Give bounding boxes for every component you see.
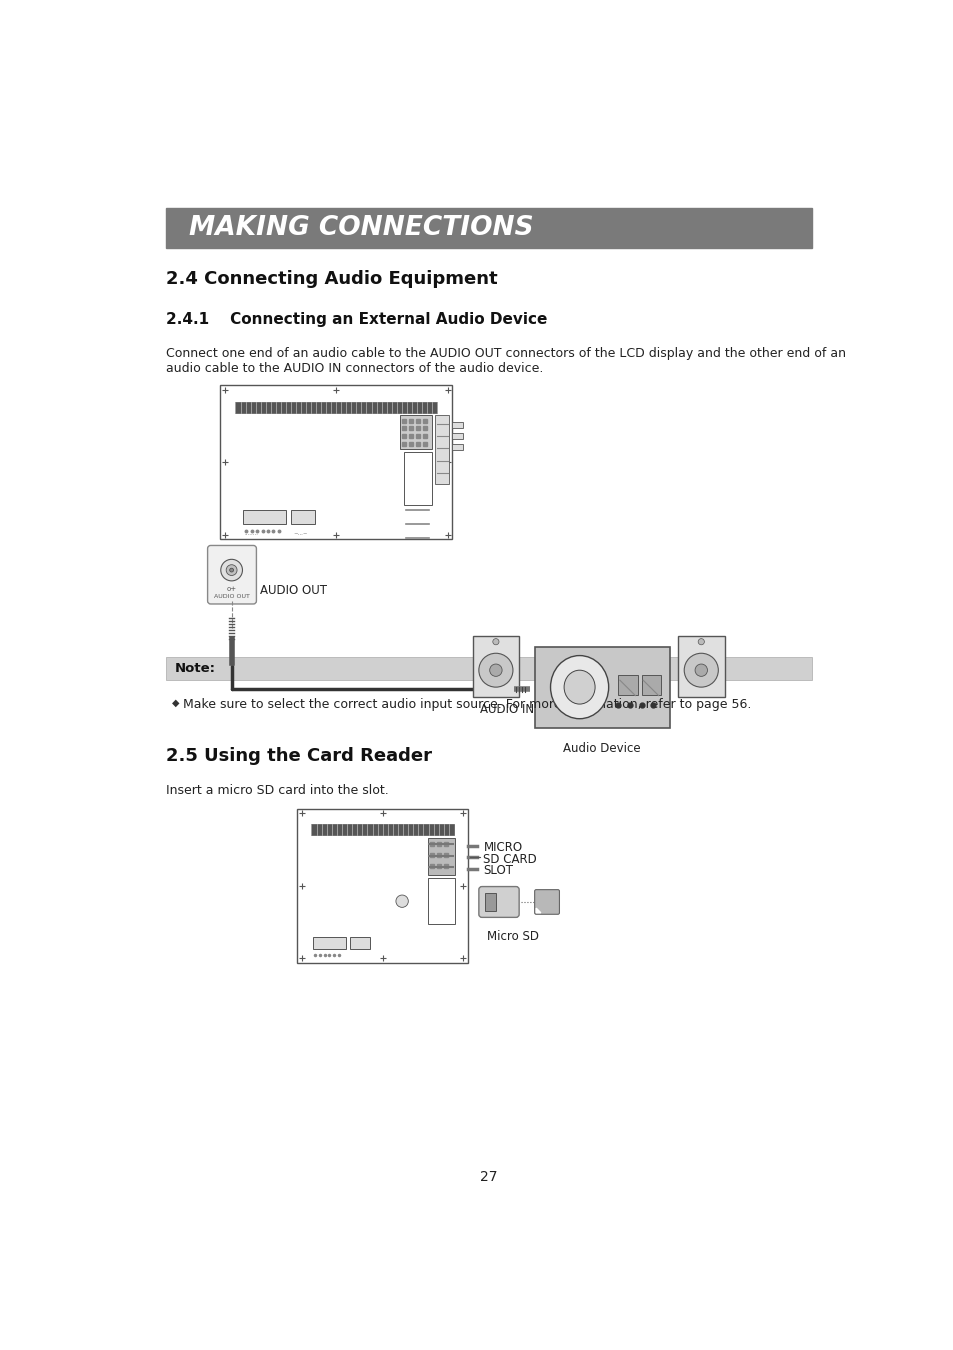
Text: audio cable to the AUDIO IN connectors of the audio device.: audio cable to the AUDIO IN connectors o… — [166, 362, 542, 375]
FancyBboxPatch shape — [534, 890, 558, 914]
Bar — [452, 423, 463, 428]
Bar — [350, 937, 369, 949]
Circle shape — [493, 639, 498, 645]
Bar — [427, 878, 455, 925]
Ellipse shape — [563, 670, 595, 705]
Text: Make sure to select the correct audio input source. For more information, refer : Make sure to select the correct audio in… — [183, 698, 750, 711]
FancyBboxPatch shape — [208, 545, 256, 603]
Bar — [297, 809, 468, 963]
Text: Connect one end of an audio cable to the AUDIO OUT connectors of the LCD display: Connect one end of an audio cable to the… — [166, 347, 845, 360]
Bar — [399, 414, 432, 450]
Circle shape — [226, 564, 236, 575]
Text: 2.4 Connecting Audio Equipment: 2.4 Connecting Audio Equipment — [166, 270, 497, 288]
Bar — [678, 636, 723, 697]
Circle shape — [230, 568, 233, 572]
Circle shape — [220, 559, 242, 580]
Bar — [404, 452, 431, 505]
FancyBboxPatch shape — [478, 887, 518, 918]
Bar — [618, 675, 637, 695]
Circle shape — [489, 664, 501, 676]
Polygon shape — [536, 909, 540, 913]
Text: 2.4.1    Connecting an External Audio Device: 2.4.1 Connecting an External Audio Devic… — [166, 312, 547, 327]
Bar — [484, 892, 496, 911]
Text: o+: o+ — [226, 586, 236, 591]
Bar — [534, 647, 670, 728]
Text: Audio Device: Audio Device — [562, 741, 640, 755]
Bar — [311, 825, 454, 836]
Bar — [243, 510, 286, 524]
Bar — [235, 402, 436, 413]
Bar — [641, 675, 660, 695]
Text: 2.5 Using the Card Reader: 2.5 Using the Card Reader — [166, 747, 432, 765]
Text: Micro SD: Micro SD — [486, 930, 538, 942]
Ellipse shape — [550, 656, 608, 718]
Text: ◆: ◆ — [172, 698, 179, 707]
Circle shape — [698, 639, 703, 645]
Text: MAKING CONNECTIONS: MAKING CONNECTIONS — [189, 215, 533, 242]
Bar — [435, 414, 449, 483]
Text: AUDIO IN: AUDIO IN — [479, 703, 534, 717]
Circle shape — [695, 664, 707, 676]
Bar — [472, 636, 518, 697]
Text: ........: ........ — [245, 531, 258, 536]
Text: SLOT: SLOT — [483, 864, 513, 878]
Text: 27: 27 — [479, 1170, 497, 1184]
Bar — [291, 510, 314, 524]
Text: AUDIO OUT: AUDIO OUT — [259, 583, 326, 597]
Bar — [427, 838, 455, 875]
Text: SD: SD — [541, 899, 552, 904]
Bar — [220, 385, 452, 539]
Bar — [166, 657, 811, 680]
Circle shape — [395, 895, 408, 907]
Text: AUDIO OUT: AUDIO OUT — [213, 594, 250, 599]
Bar — [166, 208, 811, 248]
Text: Note:: Note: — [174, 662, 215, 675]
Text: ~...~: ~...~ — [294, 531, 308, 536]
Bar — [313, 937, 345, 949]
Text: MICRO: MICRO — [483, 841, 522, 855]
Bar — [452, 433, 463, 439]
Circle shape — [420, 466, 430, 475]
Bar — [452, 444, 463, 450]
Text: Insert a micro SD card into the slot.: Insert a micro SD card into the slot. — [166, 784, 388, 796]
Circle shape — [683, 653, 718, 687]
Text: SD CARD: SD CARD — [483, 853, 537, 865]
Circle shape — [478, 653, 513, 687]
